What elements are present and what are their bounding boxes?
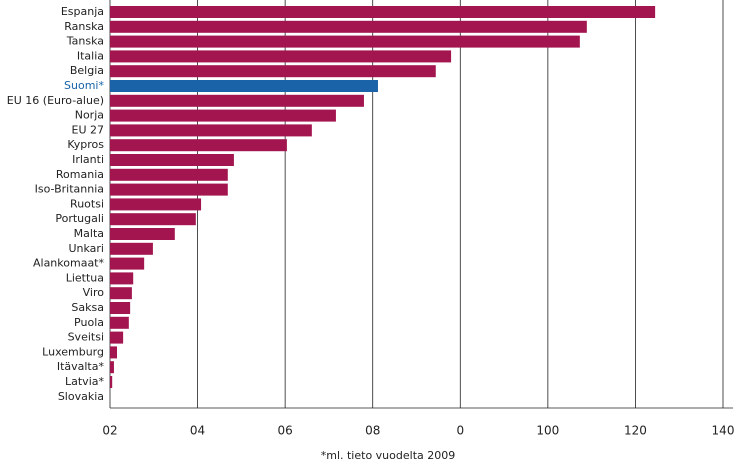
x-tick-label: 02 <box>102 424 117 438</box>
category-label: Ranska <box>64 20 104 33</box>
bar <box>110 154 234 166</box>
bar <box>110 302 131 314</box>
bar <box>110 139 287 152</box>
category-label: EU 27 <box>72 123 105 136</box>
bar <box>110 80 378 92</box>
bar <box>110 6 656 18</box>
bar <box>110 228 175 240</box>
bar <box>110 65 436 78</box>
bar <box>110 109 336 122</box>
category-label: Slovakia <box>58 390 104 403</box>
x-tick-label: 06 <box>278 424 293 438</box>
category-label: Itävalta* <box>57 360 105 373</box>
category-label: Italia <box>77 49 104 62</box>
bar <box>110 94 364 107</box>
category-label: Tanska <box>66 35 104 48</box>
bar <box>110 242 153 255</box>
x-tick-label: 0 <box>456 424 464 438</box>
bar <box>110 124 312 137</box>
x-tick-label: 100 <box>536 424 559 438</box>
footnote: *ml. tieto vuodelta 2009 <box>321 449 456 462</box>
bar <box>110 346 118 359</box>
category-label: Irlanti <box>72 153 104 166</box>
bar <box>110 198 202 211</box>
x-tick-label: 04 <box>190 424 205 438</box>
bar <box>110 361 114 374</box>
category-label: Alankomaat* <box>33 257 105 270</box>
category-label: Puola <box>74 316 104 329</box>
category-label: Malta <box>74 227 104 240</box>
category-label: Luxemburg <box>42 345 104 358</box>
bar <box>110 316 129 329</box>
category-label: Suomi* <box>64 79 104 92</box>
x-tick-label: 08 <box>365 424 380 438</box>
bar <box>110 213 196 226</box>
bar <box>110 257 145 270</box>
category-label: Iso-Britannia <box>35 183 104 196</box>
category-label: Unkari <box>68 242 104 255</box>
bar <box>110 287 132 300</box>
bar <box>110 376 113 388</box>
bar <box>110 168 228 181</box>
category-label: Belgia <box>70 64 104 77</box>
x-tick-label: 120 <box>624 424 647 438</box>
category-label: Espanja <box>61 5 104 18</box>
category-label: Liettua <box>66 271 104 284</box>
category-label: Latvia* <box>65 375 104 388</box>
bar <box>110 35 580 48</box>
category-label: Norja <box>75 109 104 122</box>
bar <box>110 50 452 63</box>
bar <box>110 331 124 344</box>
category-label: Kypros <box>67 138 104 151</box>
category-label: Viro <box>83 286 105 299</box>
bar <box>110 183 228 196</box>
category-label: Portugali <box>55 212 104 225</box>
category-label: Romania <box>56 168 104 181</box>
x-tick-label: 140 <box>712 424 735 438</box>
bar <box>110 20 587 33</box>
category-label: Saksa <box>71 301 104 314</box>
bar <box>110 272 134 285</box>
category-label: EU 16 (Euro-alue) <box>7 94 104 107</box>
category-label: Ruotsi <box>70 197 104 210</box>
category-label: Sveitsi <box>68 331 104 344</box>
